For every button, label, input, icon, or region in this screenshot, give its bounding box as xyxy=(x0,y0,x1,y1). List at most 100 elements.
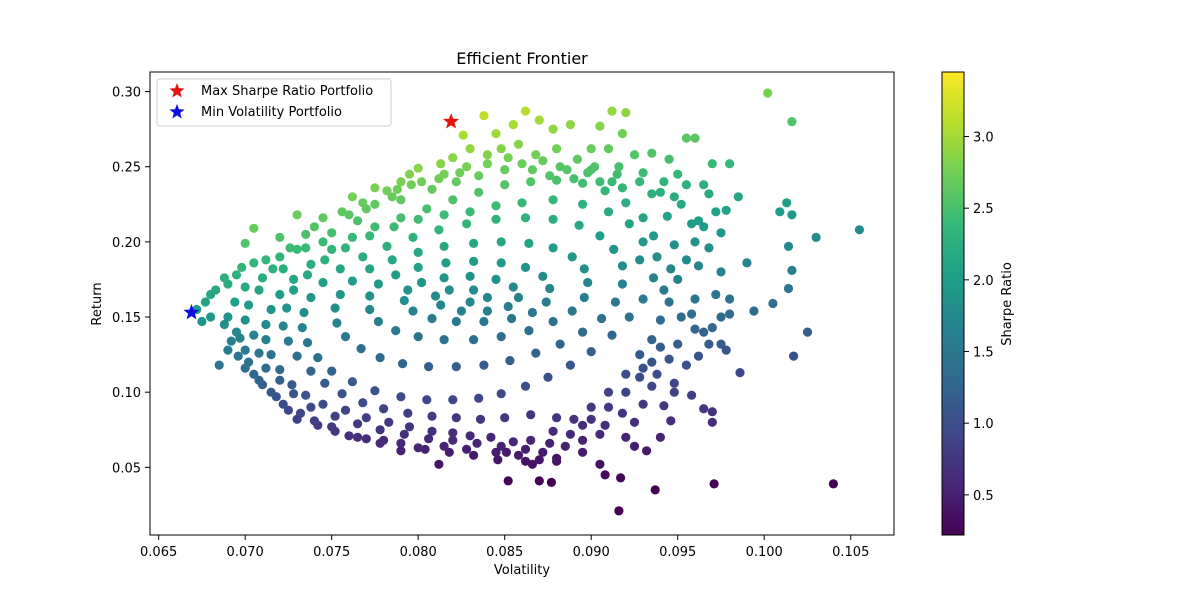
portfolio-point xyxy=(716,228,726,238)
portfolio-point xyxy=(257,273,268,283)
portfolio-point xyxy=(567,306,577,316)
y-axis-label: Return xyxy=(90,282,105,325)
portfolio-point xyxy=(424,434,434,444)
portfolio-point xyxy=(422,204,432,214)
portfolio-point xyxy=(548,214,558,224)
colorbar-tick-label: 1.0 xyxy=(973,417,994,432)
portfolio-point xyxy=(524,238,534,248)
portfolio-point xyxy=(455,168,465,178)
portfolio-point xyxy=(396,213,406,223)
portfolio-point xyxy=(543,372,553,382)
portfolio-point xyxy=(465,207,475,217)
portfolio-point xyxy=(711,207,721,217)
portfolio-point xyxy=(289,274,299,284)
portfolio-point xyxy=(578,178,588,188)
portfolio-point xyxy=(725,294,735,304)
portfolio-point xyxy=(607,177,617,187)
portfolio-point xyxy=(448,195,458,205)
portfolio-point xyxy=(434,459,444,469)
portfolio-point xyxy=(249,369,259,379)
portfolio-point xyxy=(690,237,700,247)
portfolio-point xyxy=(496,258,506,268)
portfolio-point xyxy=(565,429,576,439)
portfolio-point xyxy=(690,133,700,143)
portfolio-point xyxy=(749,306,759,316)
x-tick-label: 0.065 xyxy=(140,545,177,560)
portfolio-point xyxy=(479,111,489,121)
portfolio-point xyxy=(647,335,657,345)
portfolio-point xyxy=(690,324,700,334)
portfolio-point xyxy=(534,455,544,465)
portfolio-point xyxy=(569,174,579,184)
portfolio-point xyxy=(681,180,692,190)
legend-max-star-icon xyxy=(169,83,185,98)
portfolio-point xyxy=(302,338,313,348)
portfolio-point xyxy=(811,232,821,242)
portfolio-point xyxy=(709,479,719,489)
portfolio-point xyxy=(353,216,363,226)
portfolio-point xyxy=(456,306,466,316)
portfolio-point xyxy=(306,402,316,412)
portfolio-point xyxy=(382,241,392,251)
portfolio-point xyxy=(439,273,449,283)
y-axis: 0.05 0.10 0.15 0.20 0.25 0.30 xyxy=(112,86,150,476)
portfolio-point xyxy=(370,183,380,193)
portfolio-point xyxy=(408,232,418,242)
portfolio-point xyxy=(650,485,660,495)
portfolio-point xyxy=(725,159,735,169)
portfolio-point xyxy=(413,262,423,272)
portfolio-point xyxy=(500,165,510,175)
portfolio-point xyxy=(578,420,588,430)
colorbar-ticks: 0.5 1.0 1.5 2.0 2.5 3.0 xyxy=(964,131,994,504)
portfolio-point xyxy=(520,444,531,454)
portfolio-point xyxy=(555,339,565,349)
y-tick-label: 0.05 xyxy=(112,461,141,476)
portfolio-point xyxy=(707,417,717,427)
portfolio-point xyxy=(638,294,648,304)
portfolio-point xyxy=(681,360,692,370)
portfolio-point xyxy=(538,156,548,166)
portfolio-point xyxy=(609,244,619,254)
y-tick-label: 0.30 xyxy=(112,86,141,101)
portfolio-point xyxy=(496,441,506,451)
portfolio-point xyxy=(621,432,631,442)
portfolio-point xyxy=(292,244,302,254)
portfolio-point xyxy=(424,362,434,372)
portfolio-point xyxy=(607,106,617,116)
portfolio-point xyxy=(309,416,319,426)
portfolio-point xyxy=(320,255,330,265)
portfolio-point xyxy=(707,323,717,333)
portfolio-point xyxy=(436,300,446,310)
portfolio-point xyxy=(676,312,686,322)
portfolio-point xyxy=(219,273,229,283)
portfolio-point xyxy=(508,120,518,130)
portfolio-point xyxy=(526,177,536,187)
max-sharpe-star xyxy=(443,113,460,129)
portfolio-point xyxy=(629,417,640,427)
portfolio-point xyxy=(396,392,406,402)
portfolio-point xyxy=(524,326,534,336)
portfolio-point xyxy=(624,219,634,229)
portfolio-point xyxy=(669,378,679,388)
portfolio-point xyxy=(597,313,607,324)
portfolio-point xyxy=(396,438,406,448)
portfolio-point xyxy=(233,351,243,361)
portfolio-point xyxy=(586,414,596,424)
portfolio-point xyxy=(240,345,250,355)
portfolio-point xyxy=(474,171,484,181)
portfolio-point xyxy=(292,210,302,220)
portfolio-point xyxy=(384,417,394,427)
portfolio-point xyxy=(659,285,669,295)
portfolio-point xyxy=(266,350,276,360)
portfolio-point xyxy=(828,479,839,489)
portfolio-point xyxy=(408,306,418,316)
portfolio-point xyxy=(491,129,501,139)
portfolio-point xyxy=(552,144,562,154)
portfolio-point xyxy=(600,470,610,480)
colorbar-tick-label: 2.0 xyxy=(973,274,994,289)
portfolio-point xyxy=(520,381,531,391)
portfolio-point xyxy=(206,312,216,322)
portfolio-point xyxy=(693,216,704,226)
portfolio-point xyxy=(595,429,605,439)
